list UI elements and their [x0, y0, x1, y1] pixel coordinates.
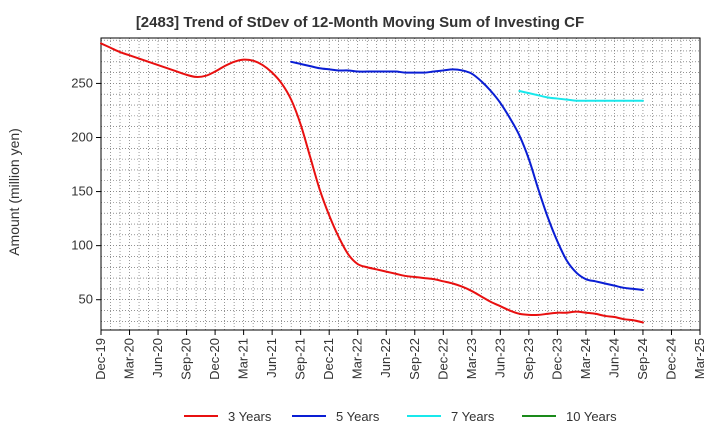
series-layer	[100, 42, 644, 324]
y-tick-label: 250	[71, 75, 93, 90]
x-tick-label: Mar-20	[122, 338, 137, 379]
x-tick-label: Mar-24	[578, 338, 593, 379]
legend-swatch-10-years	[522, 415, 556, 417]
legend-item-3-years: 3 Years	[184, 406, 271, 426]
x-tick-label: Mar-25	[692, 338, 707, 379]
axis-layer: 50 100 150 200 250 Dec-19 Mar-20 Jun-20 Sep-20 De…	[71, 75, 707, 379]
legend: 3 Years 5 Years 7 Years 10 Years	[0, 406, 720, 426]
series-line-5-years	[290, 60, 644, 291]
legend-item-7-years: 7 Years	[407, 406, 494, 426]
x-tick-label: Jun-24	[606, 338, 621, 378]
y-tick-label: 100	[71, 238, 93, 253]
x-tick-label: Jun-21	[264, 338, 279, 378]
x-tick-label: Sep-20	[179, 338, 194, 380]
plot-frame	[100, 37, 701, 331]
x-tick-label: Sep-22	[407, 338, 422, 380]
plot-area	[101, 38, 700, 330]
x-tick-label: Dec-19	[93, 338, 108, 380]
legend-swatch-5-years	[292, 415, 326, 417]
x-tick-label: Dec-24	[663, 338, 678, 380]
x-tick-label: Sep-23	[521, 338, 536, 380]
x-tick-label: Jun-20	[150, 338, 165, 378]
series-line-7-years	[518, 89, 644, 102]
chart-title: [2483] Trend of StDev of 12-Month Moving…	[135, 14, 585, 31]
legend-swatch-7-years	[407, 415, 441, 417]
legend-item-10-years: 10 Years	[522, 406, 617, 426]
legend-label-3-years: 3 Years	[228, 408, 272, 424]
legend-label-10-years: 10 Years	[566, 408, 617, 424]
x-tick-label: Sep-24	[635, 338, 650, 380]
x-tick-label: Mar-21	[236, 338, 251, 379]
x-tick-label: Jun-23	[492, 338, 507, 378]
x-tick-label: Sep-21	[293, 338, 308, 380]
x-tick-label: Dec-23	[549, 338, 564, 380]
y-tick-label: 200	[71, 129, 93, 144]
x-tick-label: Mar-23	[464, 338, 479, 379]
legend-label-5-years: 5 Years	[336, 408, 380, 424]
y-tick-label: 50	[79, 292, 93, 307]
legend-label-7-years: 7 Years	[451, 408, 495, 424]
legend-swatch-3-years	[184, 415, 218, 417]
legend-item-5-years: 5 Years	[292, 406, 379, 426]
y-axis-label: Amount (million yen)	[6, 128, 22, 256]
x-tick-label: Dec-20	[207, 338, 222, 380]
x-tick-label: Mar-22	[350, 338, 365, 379]
series-line-3-years	[100, 42, 644, 324]
x-tick-label: Dec-21	[321, 338, 336, 380]
x-tick-label: Dec-22	[435, 338, 450, 380]
x-tick-label: Jun-22	[378, 338, 393, 378]
y-tick-label: 150	[71, 184, 93, 199]
grid-layer	[101, 38, 700, 330]
